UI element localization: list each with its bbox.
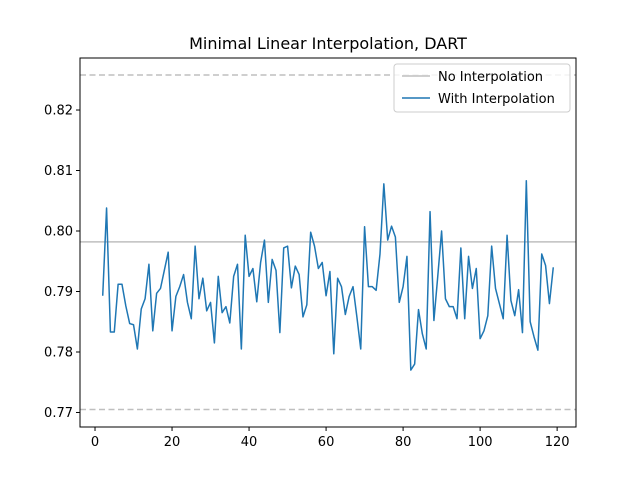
legend-label-no-interpolation: No Interpolation <box>438 70 543 85</box>
y-tick-label: 0.79 <box>44 285 73 300</box>
series-line-with-interpolation <box>101 180 555 371</box>
y-tick-label: 0.77 <box>44 406 73 421</box>
legend-label-with-interpolation: With Interpolation <box>438 92 555 107</box>
x-tick-label: 120 <box>545 435 570 450</box>
x-tick-label: 100 <box>468 435 493 450</box>
x-tick-label: 60 <box>318 435 335 450</box>
legend-box <box>393 63 571 113</box>
axes: 0 20 40 60 80 100 120 0.77 0.78 0.79 0.80 0.81 0.82 <box>44 104 569 450</box>
x-tick-label: 0 <box>91 435 99 450</box>
x-tick-label: 40 <box>241 435 258 450</box>
y-tick-label: 0.78 <box>44 345 73 360</box>
x-tick-label: 80 <box>395 435 412 450</box>
y-tick-label: 0.80 <box>44 225 73 240</box>
legend: No Interpolation With Interpolation <box>393 63 571 113</box>
chart-title: Minimal Linear Interpolation, DART <box>189 34 467 53</box>
y-tick-label: 0.81 <box>44 164 73 179</box>
y-tick-label: 0.82 <box>44 104 73 119</box>
plot-frame <box>79 57 577 428</box>
x-tick-label: 20 <box>164 435 181 450</box>
